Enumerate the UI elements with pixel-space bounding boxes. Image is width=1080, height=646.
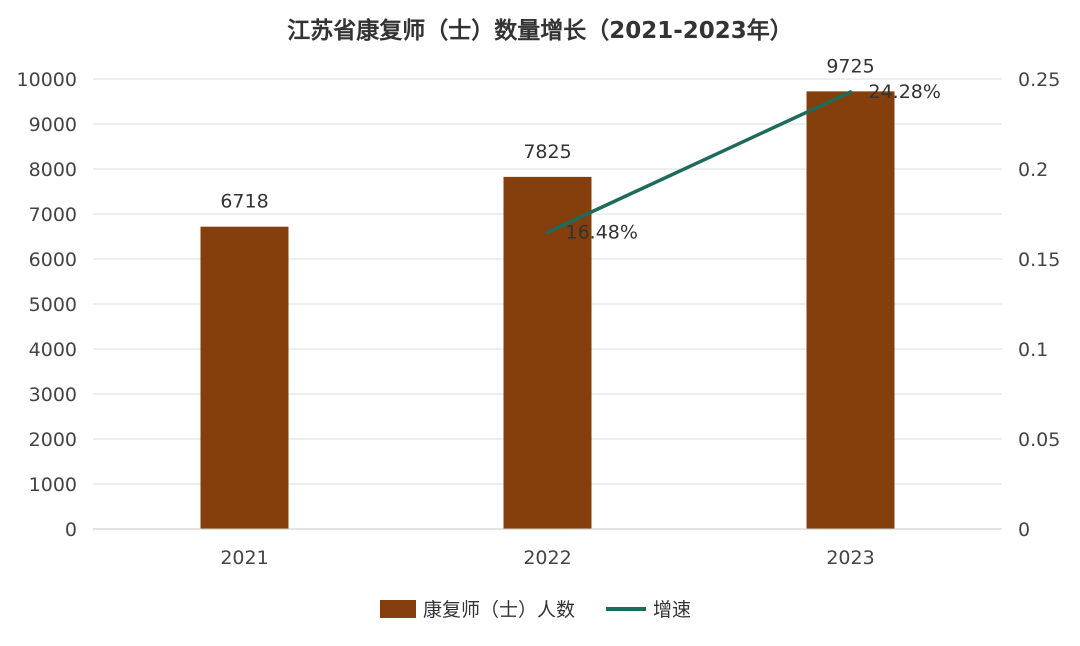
y-left-tick-label: 8000 — [29, 159, 77, 181]
y-right-tick-label: 0.05 — [1018, 429, 1060, 451]
bar-value-label: 6718 — [220, 191, 268, 213]
y-left-tick-label: 1000 — [29, 474, 77, 496]
y-left-tick-label: 10000 — [17, 69, 77, 91]
y-left-tick-label: 4000 — [29, 339, 77, 361]
legend-label-line: 增速 — [653, 599, 691, 621]
y-left-tick-label: 6000 — [29, 249, 77, 271]
y-left-tick-label: 9000 — [29, 114, 77, 136]
chart-title: 江苏省康复师（士）数量增长（2021-2023年） — [287, 17, 793, 44]
line-series — [545, 90, 853, 235]
x-tick-label: 2022 — [523, 547, 571, 569]
y-left-tick-label: 7000 — [29, 204, 77, 226]
bar-value-label: 7825 — [523, 141, 571, 163]
bar-value-label: 9725 — [826, 55, 874, 77]
bar — [200, 226, 289, 529]
legend-swatch-bar — [380, 600, 416, 618]
y-right-tick-label: 0.2 — [1018, 159, 1048, 181]
growth-line — [545, 90, 853, 235]
legend-label-bar: 康复师（士）人数 — [423, 599, 575, 621]
y-left-tick-label: 3000 — [29, 384, 77, 406]
line-value-label: 16.48% — [566, 221, 638, 243]
data-labels: 6718 7825 9725 16.48% 24.28% — [220, 55, 941, 243]
y-right-tick-label: 0.1 — [1018, 339, 1048, 361]
bar-series — [200, 91, 895, 529]
x-tick-label: 2021 — [220, 547, 268, 569]
y-left-tick-label: 2000 — [29, 429, 77, 451]
bar — [503, 176, 592, 529]
y-left-tick-label: 5000 — [29, 294, 77, 316]
y-right-tick-label: 0.25 — [1018, 69, 1060, 91]
y-right-tick-label: 0 — [1018, 519, 1030, 541]
y-right-tick-label: 0.15 — [1018, 249, 1060, 271]
x-tick-label: 2023 — [826, 547, 874, 569]
bar — [806, 91, 895, 529]
axes: 0 1000 2000 3000 4000 5000 6000 7000 8000 9000 100… — [17, 69, 1061, 569]
legend: 康复师（士）人数 增速 — [380, 599, 691, 621]
line-value-label: 24.28% — [869, 81, 941, 103]
y-left-tick-label: 0 — [65, 519, 77, 541]
